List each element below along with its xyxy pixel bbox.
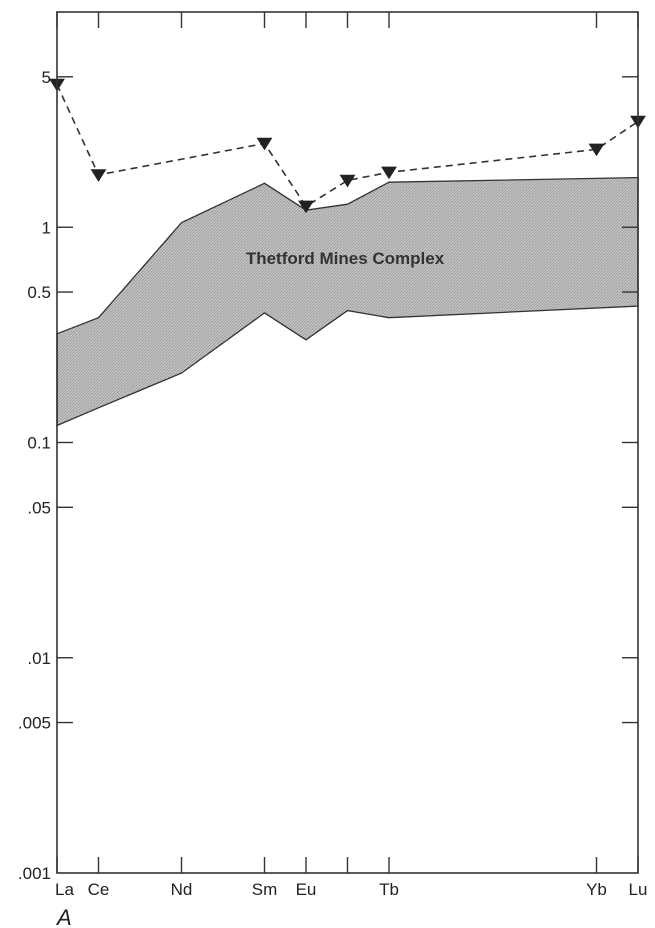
y-tick-label-1: 1 bbox=[42, 218, 51, 237]
x-tick-label-4: Eu bbox=[296, 880, 317, 899]
data-point-6 bbox=[588, 143, 605, 157]
y-tick-label-0: 5 bbox=[42, 68, 51, 87]
y-tick-label-5: .01 bbox=[27, 649, 51, 668]
data-point-2 bbox=[256, 137, 273, 151]
x-tick-label-7: Yb bbox=[586, 880, 607, 899]
x-tick-label-0: La bbox=[55, 880, 74, 899]
y-tick-label-6: .005 bbox=[18, 714, 51, 733]
plot-border bbox=[56, 11, 639, 874]
y-tick-label-7: .001 bbox=[18, 864, 51, 883]
panel-label: A bbox=[55, 905, 72, 928]
y-tick-label-2: 0.5 bbox=[27, 283, 51, 302]
plot-frame bbox=[56, 11, 639, 874]
data-point-1 bbox=[90, 169, 107, 182]
x-tick-label-1: Ce bbox=[88, 880, 110, 899]
x-tick-label-3: Sm bbox=[252, 880, 278, 899]
x-tick-label-8: Lu bbox=[629, 880, 648, 899]
x-tick-label-2: Nd bbox=[171, 880, 193, 899]
series-layer bbox=[49, 78, 646, 214]
y-tick-label-4: .05 bbox=[27, 498, 51, 517]
thetford-band bbox=[56, 176, 639, 427]
data-point-4 bbox=[339, 174, 356, 188]
data-point-5 bbox=[381, 166, 397, 180]
y-tick-label-3: 0.1 bbox=[27, 434, 51, 453]
band-layer bbox=[56, 176, 639, 427]
data-point-3 bbox=[298, 200, 314, 214]
band-label: Thetford Mines Complex bbox=[246, 249, 445, 268]
x-tick-label-6: Tb bbox=[379, 880, 399, 899]
